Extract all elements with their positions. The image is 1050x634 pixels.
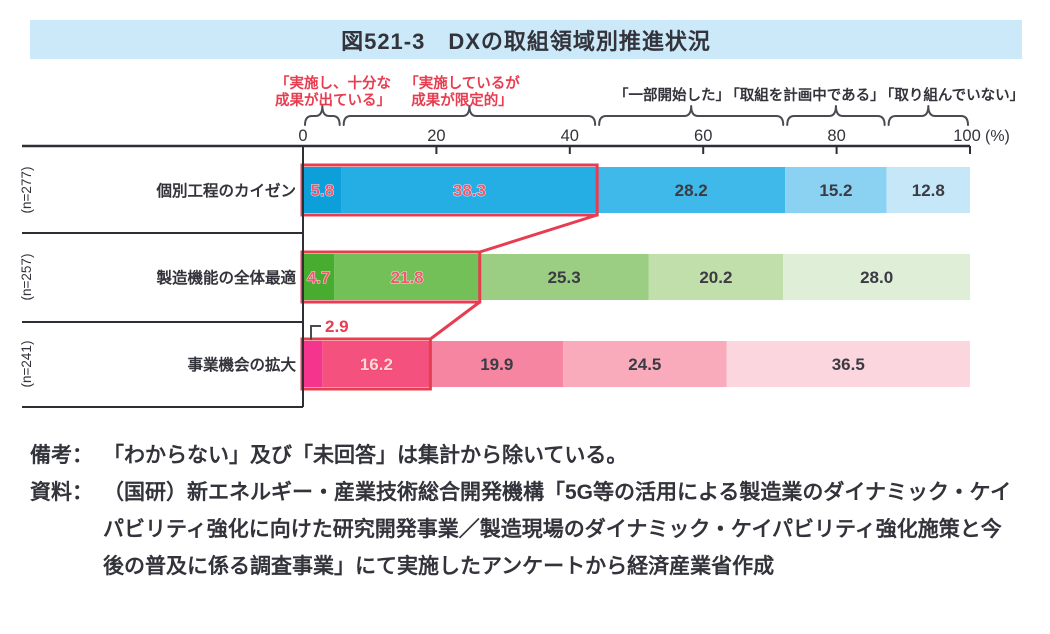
value-label-row1-seg1: 21.8 bbox=[391, 268, 424, 287]
axis-unit-label: (%) bbox=[985, 128, 1010, 145]
bar-segment-row1-seg4 bbox=[783, 254, 970, 300]
axis-tick-label-5: 100 bbox=[953, 127, 981, 145]
legend-red-label-0-line1: 「実施し、十分な bbox=[275, 74, 391, 92]
bar-segment-row0-seg1 bbox=[341, 167, 598, 213]
sample-size-label-2: (n=241) bbox=[19, 341, 34, 388]
value-label-row2-seg1: 16.2 bbox=[360, 355, 393, 374]
legend-black-label-2: 「取り組んでいない」 bbox=[880, 86, 1024, 104]
bar-segment-row0-seg4 bbox=[886, 167, 970, 213]
sample-size-label-0: (n=277) bbox=[19, 167, 34, 214]
value-label-row2-seg4: 36.5 bbox=[832, 355, 865, 374]
value-label-row0-seg2: 28.2 bbox=[675, 181, 708, 200]
figure-title-bar: 図521-3 DXの取組領域別推進状況 bbox=[30, 20, 1022, 59]
axis-tick-label-1: 20 bbox=[427, 127, 445, 145]
value-label-row2-seg3: 24.5 bbox=[628, 355, 661, 374]
legend-red-label-1-line1: 「実施しているが bbox=[404, 74, 520, 92]
category-label-1: 製造機能の全体最適 bbox=[155, 268, 296, 287]
value-label-row2-seg2: 19.9 bbox=[480, 355, 513, 374]
axis-tick-label-2: 40 bbox=[561, 127, 579, 145]
bar-segment-row2-seg0 bbox=[303, 341, 323, 387]
value-label-row0-seg1: 38.3 bbox=[453, 181, 486, 200]
category-label-2: 事業機会の拡大 bbox=[187, 355, 296, 374]
category-label-0: 個別工程のカイゼン bbox=[155, 181, 296, 200]
sample-size-label-1: (n=257) bbox=[19, 254, 34, 301]
highlight-connector-1 bbox=[429, 300, 481, 341]
axis-tick-label-3: 60 bbox=[694, 127, 712, 145]
callout-value-label: 2.9 bbox=[325, 317, 349, 336]
bar-segment-row1-seg3 bbox=[648, 254, 784, 300]
note-remarks-text: 「わからない」及び「未回答」は集計から除いている。 bbox=[103, 444, 628, 467]
legend-black-label-1: 「取組を計画中である」 bbox=[725, 86, 884, 104]
value-label-row1-seg2: 25.3 bbox=[548, 268, 581, 287]
axis-tick-label-4: 80 bbox=[827, 127, 845, 145]
legend-red-label-1-line2: 成果が限定的」 bbox=[411, 91, 513, 109]
note-remarks: 備考： 「わからない」及び「未回答」は集計から除いている。 bbox=[30, 437, 1022, 474]
note-source: 資料： （国研）新エネルギー・産業技術総合開発機構「5G等の活用による製造業のダ… bbox=[30, 474, 1022, 585]
legend-black-label-0: 「一部開始した」 bbox=[614, 86, 730, 104]
bar-segment-row0-seg2 bbox=[597, 167, 786, 213]
value-label-row0-seg3: 15.2 bbox=[819, 181, 852, 200]
value-label-row1-seg4: 28.0 bbox=[860, 268, 893, 287]
stacked-bar-chart: 0 20 40 60 80 100 (%) 「実施し、十分な成果が出ている」「実施しているが成… bbox=[19, 74, 1024, 408]
value-label-row1-seg3: 20.2 bbox=[699, 268, 732, 287]
axis-tick-label-0: 0 bbox=[298, 127, 307, 145]
notes: 備考： 「わからない」及び「未回答」は集計から除いている。 資料： （国研）新エ… bbox=[30, 437, 1022, 585]
note-source-label: 資料： bbox=[30, 481, 93, 504]
bar-segment-row1-seg2 bbox=[479, 254, 649, 300]
callout-leader-line bbox=[310, 325, 321, 340]
axis-brace-0 bbox=[304, 105, 341, 126]
bar-segment-row2-seg4 bbox=[726, 341, 970, 387]
axis-brace-4 bbox=[887, 105, 969, 126]
value-label-row1-seg0: 4.7 bbox=[307, 268, 331, 287]
bar-segment-row0-seg3 bbox=[785, 167, 887, 213]
note-remarks-label: 備考： bbox=[30, 444, 93, 467]
axis-brace-1 bbox=[342, 105, 597, 126]
value-label-row0-seg0: 5.8 bbox=[311, 181, 335, 200]
bar-segment-row2-seg1 bbox=[322, 341, 431, 387]
axis-brace-3 bbox=[786, 105, 886, 126]
value-label-row0-seg4: 12.8 bbox=[912, 181, 945, 200]
note-source-text: （国研）新エネルギー・産業技術総合開発機構「5G等の活用による製造業のダイナミッ… bbox=[103, 481, 1012, 578]
bar-segment-row1-seg1 bbox=[334, 254, 480, 300]
axis-brace-2 bbox=[598, 105, 785, 126]
legend-red-label-0-line2: 成果が出ている」 bbox=[275, 91, 391, 109]
bar-segment-row2-seg3 bbox=[563, 341, 727, 387]
bar-segment-row0-seg0 bbox=[303, 167, 342, 213]
bar-segment-row2-seg2 bbox=[430, 341, 564, 387]
highlight-connector-0 bbox=[479, 213, 598, 254]
bar-segment-row1-seg0 bbox=[303, 254, 335, 300]
figure-title: 図521-3 DXの取組領域別推進状況 bbox=[341, 28, 711, 54]
